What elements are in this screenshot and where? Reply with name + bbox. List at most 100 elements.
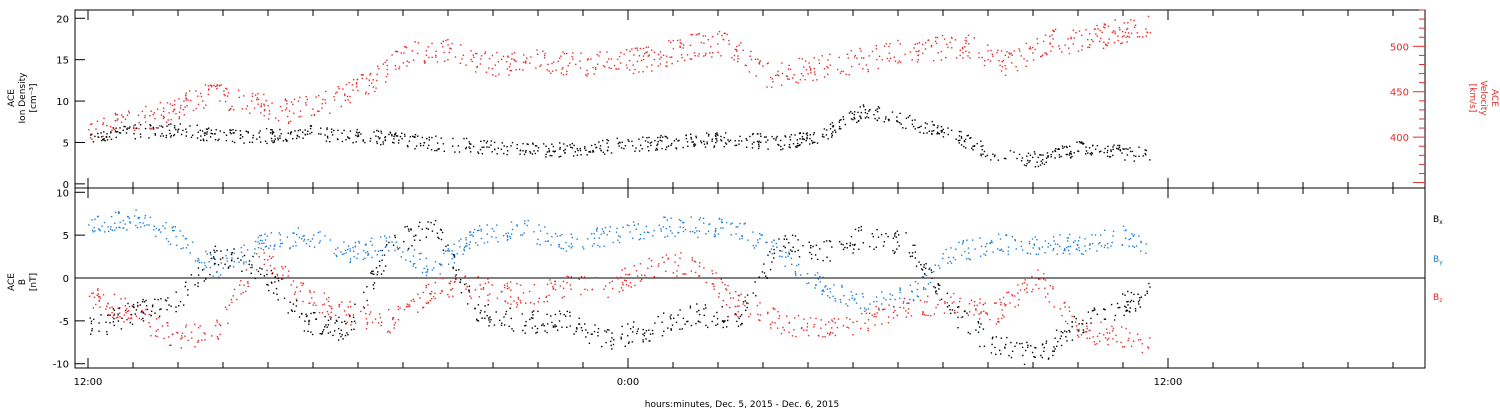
by-point	[551, 236, 553, 238]
velocity-point	[365, 77, 368, 80]
bx-point	[274, 281, 276, 283]
bz-point	[240, 293, 242, 295]
bx-point	[977, 321, 979, 323]
by-point	[570, 243, 573, 245]
bz-point	[368, 313, 371, 315]
bx-point	[682, 317, 685, 320]
bz-point	[887, 322, 890, 324]
velocity-point	[646, 51, 648, 53]
bz-point	[926, 301, 928, 303]
density-point	[574, 151, 576, 153]
bz-point	[780, 332, 783, 335]
velocity-point	[1005, 68, 1007, 70]
velocity-point	[1102, 47, 1105, 49]
density-point	[393, 142, 395, 144]
by-point	[626, 224, 628, 226]
by-point	[929, 267, 931, 269]
velocity-point	[983, 64, 986, 67]
bx-point	[113, 318, 115, 320]
density-point	[434, 149, 436, 152]
density-point	[337, 129, 339, 132]
bz-point	[154, 335, 157, 337]
density-point	[594, 143, 596, 146]
bx-point	[920, 264, 922, 266]
bx-point	[270, 269, 273, 272]
by-point	[261, 242, 263, 245]
bz-point	[807, 334, 810, 337]
bx-point	[923, 264, 925, 266]
velocity-point	[795, 81, 797, 83]
velocity-point	[818, 59, 820, 61]
density-point	[196, 124, 198, 126]
bz-point	[923, 314, 925, 316]
density-point	[428, 144, 430, 147]
bx-point	[703, 308, 705, 310]
bz-point	[176, 331, 178, 334]
velocity-point	[454, 56, 457, 58]
velocity-point	[476, 65, 478, 68]
bx-point	[1094, 309, 1096, 311]
bx-point	[300, 312, 303, 315]
density-point	[569, 144, 571, 146]
density-point	[559, 142, 561, 144]
density-point	[914, 119, 916, 121]
velocity-point	[507, 56, 509, 58]
density-point	[826, 129, 828, 131]
by-point	[544, 226, 546, 228]
density-point	[606, 139, 608, 141]
bx-point	[201, 269, 204, 271]
bz-point	[637, 275, 639, 277]
by-point	[984, 246, 987, 248]
velocity-point	[638, 71, 640, 73]
bx-point	[160, 308, 162, 310]
by-point	[721, 218, 723, 221]
velocity-point	[863, 57, 865, 59]
bx-point	[458, 269, 460, 271]
density-point	[832, 131, 834, 133]
bx-point	[923, 266, 925, 268]
velocity-point	[1088, 33, 1091, 35]
density-point	[277, 139, 279, 141]
by-point	[118, 226, 120, 228]
bx-point	[323, 329, 325, 331]
bx-point	[1021, 342, 1023, 345]
bx-point	[716, 311, 718, 314]
bz-point	[447, 293, 449, 296]
velocity-point	[928, 39, 930, 41]
bx-point	[546, 313, 548, 315]
density-point	[967, 134, 969, 137]
bz-point	[393, 324, 395, 326]
velocity-point	[1029, 46, 1031, 48]
velocity-point	[1105, 44, 1107, 46]
by-point	[1072, 241, 1075, 244]
by-point	[540, 230, 542, 232]
by-point	[213, 257, 215, 259]
y-tick-label: 5	[63, 231, 69, 242]
density-point	[1142, 155, 1144, 157]
density-point	[573, 155, 575, 157]
velocity-point	[1106, 44, 1108, 47]
density-point	[260, 141, 262, 143]
velocity-point	[553, 61, 555, 63]
velocity-point	[375, 87, 377, 89]
velocity-point	[151, 127, 153, 130]
bz-point	[545, 295, 548, 297]
density-point	[577, 149, 579, 152]
by-point	[619, 236, 621, 238]
by-point	[604, 227, 607, 229]
by-point	[570, 247, 572, 249]
density-point	[986, 154, 988, 157]
by-point	[1124, 229, 1126, 232]
bz-point	[735, 314, 738, 316]
bz-point	[123, 314, 125, 316]
velocity-point	[145, 105, 147, 108]
by-point	[885, 299, 887, 301]
by-point	[784, 265, 786, 267]
velocity-point	[257, 93, 259, 95]
density-point	[170, 136, 172, 138]
density-point	[749, 135, 751, 138]
bz-point	[922, 311, 924, 313]
bz-point	[617, 278, 619, 280]
bx-point	[644, 332, 646, 334]
bx-point	[1027, 344, 1029, 346]
